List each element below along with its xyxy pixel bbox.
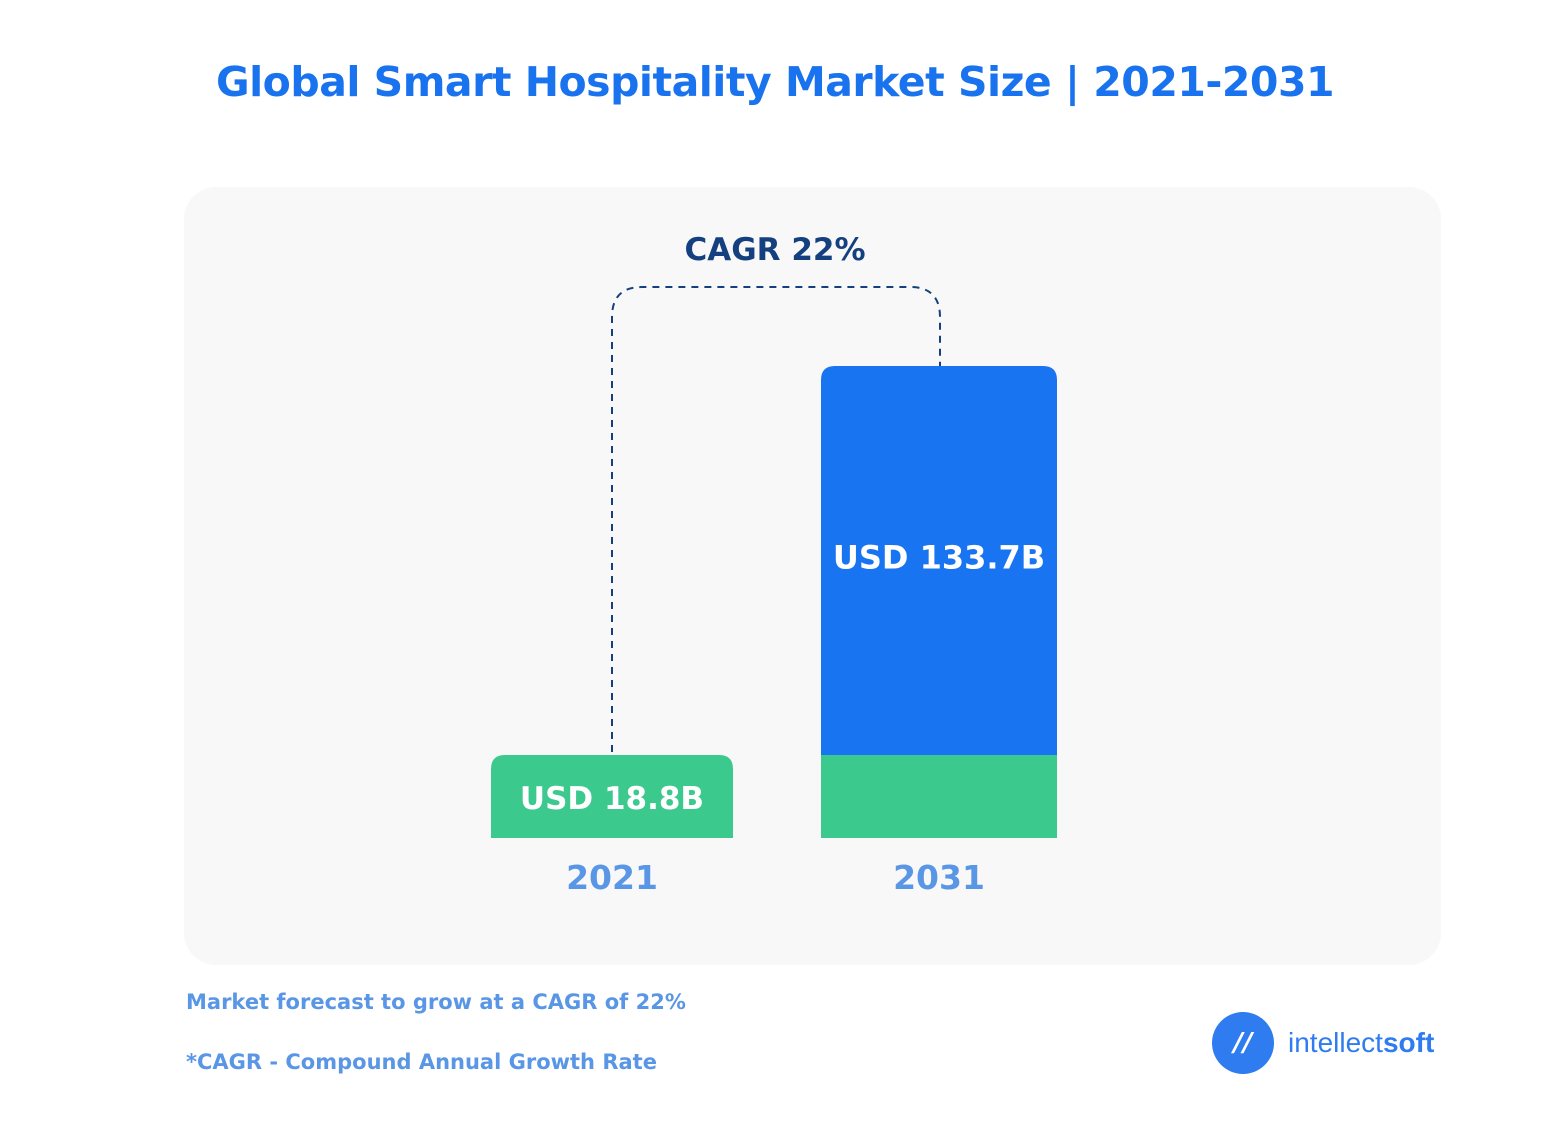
chart-panel xyxy=(184,187,1441,965)
cagr-connector-dashed-line xyxy=(611,286,941,752)
note-cagr-definition: *CAGR - Compound Annual Growth Rate xyxy=(186,1050,657,1074)
x-tick-label-2021: 2021 xyxy=(566,858,658,897)
cagr-annotation: CAGR 22% xyxy=(684,232,865,268)
bar-2021 xyxy=(491,755,733,838)
note-forecast: Market forecast to grow at a CAGR of 22% xyxy=(186,990,686,1014)
intellectsoft-logo-icon: // xyxy=(1212,1012,1274,1074)
chart-title: Global Smart Hospitality Market Size | 2… xyxy=(215,58,1335,106)
data-label-2031: USD 133.7B xyxy=(833,539,1045,577)
bar-2031 xyxy=(821,366,1057,838)
intellectsoft-logo: // intellectsoft xyxy=(1212,1012,1434,1074)
data-label-2021: USD 18.8B xyxy=(520,781,704,817)
logo-text: intellectsoft xyxy=(1288,1027,1435,1058)
x-tick-label-2031: 2031 xyxy=(893,858,985,897)
bar-2031-base-segment xyxy=(821,755,1057,838)
